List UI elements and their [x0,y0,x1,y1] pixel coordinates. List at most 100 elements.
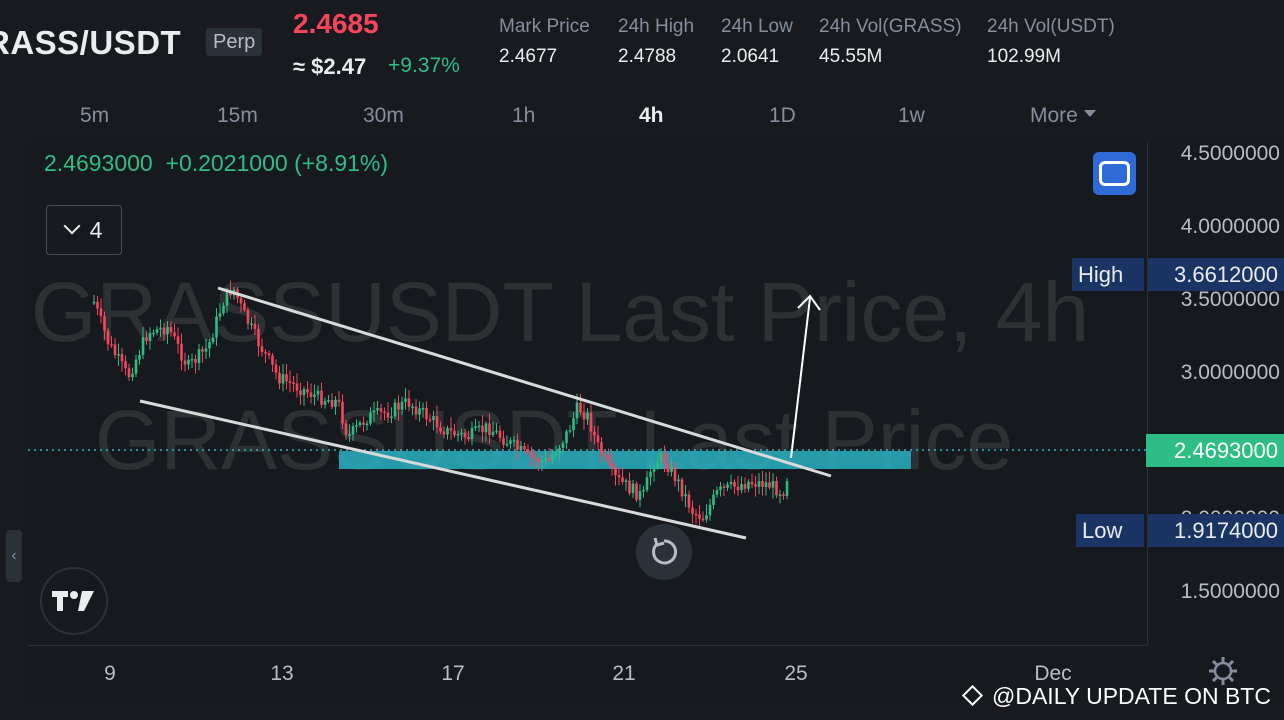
side-panel-handle[interactable]: ‹ [6,530,22,582]
candle-body [225,290,229,306]
tab-1h[interactable]: 1h [512,104,536,127]
ohlc-close: 2.4693000 [44,150,153,176]
candle-body [138,354,141,360]
tab-4h[interactable]: 4h [639,104,664,127]
ohlc-change-pct: (+8.91%) [294,150,389,176]
candle-body [778,494,782,496]
tab-30m[interactable]: 30m [363,104,404,127]
candle-body [222,305,225,314]
tab-1w[interactable]: 1w [898,104,925,127]
candle-body [680,479,684,497]
candle-body [397,402,400,410]
candle-body [729,481,733,485]
candle-body [544,457,547,461]
candle-body [348,434,351,436]
candle-body [372,410,376,413]
tab-15m[interactable]: 15m [217,104,258,127]
candle-body [547,457,551,460]
price-axis[interactable]: 4.5000000 4.0000000 3.5000000 3.0000000 … [1147,142,1284,645]
candle-body [467,437,470,440]
candle-body [470,428,474,440]
candle-body [418,408,421,415]
candlestick-chart[interactable]: GRASSUSDT Last Price, 4h GRASSUSDT Last … [28,142,1284,700]
time-tick: 25 [784,662,808,685]
fullscreen-button[interactable] [1093,152,1136,195]
wedge-upper-trendline [217,286,832,478]
candle-body [481,425,484,433]
price-tick: 3.0000000 [1180,361,1280,384]
candle-body [302,389,306,396]
candle-body [411,406,414,409]
tab-5m[interactable]: 5m [80,104,110,127]
candle-body [449,428,453,431]
candle-body [565,431,568,444]
time-tick: Dec [1034,662,1072,685]
candle-body [271,355,274,365]
candle-body [299,390,302,396]
price-tick: 4.0000000 [1180,215,1280,238]
gear-icon[interactable] [1207,655,1239,687]
candle-body [99,308,103,317]
reset-chart-button[interactable] [636,524,692,580]
candle-body [351,426,355,435]
candle-body [204,348,208,352]
binance-logo-icon [961,684,984,707]
tradingview-logo-icon [52,591,94,611]
candle-body [782,494,785,496]
candle-body [313,394,316,398]
candle-body [383,411,386,414]
candle-body [768,482,771,488]
tab-1d[interactable]: 1D [769,104,796,127]
candle-body [327,400,330,402]
candle-body [456,433,460,436]
indicators-collapse-button[interactable]: 4 [46,205,122,255]
tradingview-logo[interactable] [40,567,108,635]
candle-body [215,316,218,338]
candle-body [439,427,442,432]
candle-body [687,494,691,508]
stat-value: 102.99M [987,46,1061,67]
time-tick: 17 [441,662,465,685]
time-tick: 9 [104,662,116,685]
candle-body [645,477,649,490]
candle-body [453,430,456,436]
symbol-title[interactable]: RASS/USDT [0,24,182,61]
candle-body [183,360,187,365]
candle-body [162,327,166,335]
candle-body [124,361,127,369]
candle-body [152,332,155,335]
stat-value: 45.55M [819,46,883,67]
candle-body [309,392,313,398]
candle-body [386,412,390,418]
ohlc-legend: 2.4693000 +0.2021000 (+8.91%) [44,150,388,177]
time-axis[interactable]: 9 13 17 21 25 Dec [28,645,1147,700]
price-change-percent: +9.37% [388,54,460,77]
candle-body [407,398,411,407]
candle-body [190,359,194,361]
wedge-lower-trendline [139,399,747,540]
stat-label: 24h Vol(USDT) [987,16,1115,37]
candle-body [736,486,740,491]
low-price-tag: 1.9174000 [1148,514,1284,547]
candle-body [764,482,768,487]
candle-body [677,479,680,482]
candle-body [173,332,176,337]
candle-body [691,507,694,514]
candle-body [747,481,750,489]
candle-body [488,423,491,436]
candle-body [446,428,449,435]
candle-body [491,431,495,436]
candle-body [530,451,533,457]
tab-more[interactable]: More [1030,104,1096,128]
candle-body [246,309,250,324]
stat-label: 24h Vol(GRASS) [819,16,962,37]
candle-body [663,452,666,464]
candle-body [603,455,607,457]
high-label: High [1072,258,1144,291]
candle-body [166,327,169,335]
usd-price: ≈ $2.47 [293,54,367,79]
candle-body [474,426,477,429]
candle-body [624,480,628,483]
candle-body [715,490,719,495]
footer-watermark: @DAILY UPDATE ON BTC [961,683,1271,710]
